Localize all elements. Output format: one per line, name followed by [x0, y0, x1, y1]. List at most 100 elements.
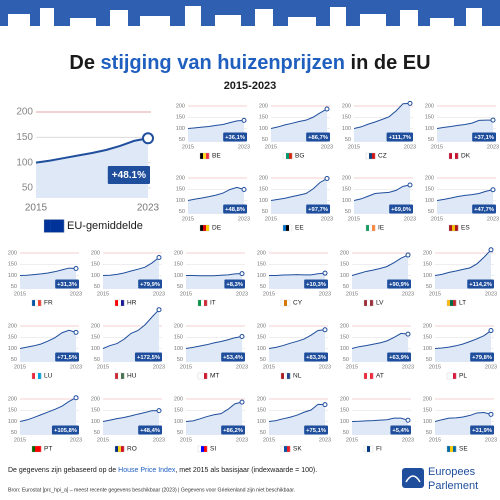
annotation-box	[223, 204, 247, 214]
flag-stripe	[364, 373, 368, 379]
annotation: +71,5%	[57, 355, 77, 361]
y-tick-label: 150	[342, 187, 351, 193]
line	[187, 186, 245, 201]
end-point	[156, 307, 162, 313]
y-tick-label: 50	[179, 209, 185, 215]
skyline	[0, 6, 500, 40]
y-tick-label: 50	[177, 284, 183, 290]
flag-stripe	[44, 219, 51, 233]
flag-border	[446, 299, 457, 307]
y-tick-label: 150	[176, 187, 185, 193]
annotation: +47,7%	[474, 207, 494, 213]
y-tick-label: 100	[174, 273, 183, 279]
y-tick-label: 150	[176, 115, 185, 121]
y-tick-label: 150	[257, 335, 266, 341]
y-tick-label: 200	[257, 250, 266, 256]
end-point	[241, 187, 247, 193]
y-tick-label: 200	[91, 250, 100, 256]
y-tick-label: 100	[342, 198, 351, 204]
logo-text: Europees	[428, 466, 476, 478]
legend-label: PL	[459, 373, 467, 380]
annotation-box	[470, 352, 494, 362]
annotation-box	[386, 132, 413, 142]
flag-border	[114, 299, 125, 307]
y-tick-label: 150	[423, 408, 432, 414]
y-tick-label: 200	[16, 107, 33, 118]
logo-icon	[402, 468, 424, 488]
flag-stripe	[447, 446, 451, 452]
annotation-box	[107, 166, 150, 184]
y-tick-label: 50	[260, 430, 266, 436]
flag-stripe	[50, 219, 58, 233]
y-tick-label: 150	[340, 262, 349, 268]
flag-stripe	[286, 153, 290, 159]
flag-stripe	[453, 446, 457, 452]
flag-stripe	[201, 373, 205, 379]
flag-stripe	[35, 373, 39, 379]
line	[353, 102, 411, 129]
y-tick-label: 200	[176, 175, 185, 181]
y-tick-label: 150	[8, 335, 17, 341]
flag-border	[43, 219, 65, 233]
annotation: +10,3%	[306, 282, 326, 288]
annotation-box	[55, 279, 79, 289]
annotation-box	[138, 425, 162, 435]
y-tick-label: 200	[174, 396, 183, 402]
y-tick-label: 150	[425, 115, 434, 121]
flag-stripe	[284, 300, 288, 306]
annotation: +5,4%	[392, 428, 409, 434]
flag-border	[282, 152, 293, 160]
annotation: +114,2%	[469, 282, 492, 288]
x-tick-label: 2023	[485, 437, 497, 443]
flag-stripe	[203, 225, 207, 231]
x-tick-label: 2023	[70, 437, 82, 443]
flag-stripe	[206, 225, 210, 231]
flag-stripe	[38, 300, 42, 306]
annotation-box	[304, 352, 328, 362]
line	[351, 332, 409, 349]
end-point	[322, 327, 328, 333]
annotation-box	[467, 279, 494, 289]
footer-text: , met 2015 als basisjaar (indexwaarde = …	[175, 467, 317, 474]
footer-source: Bron: Eurostat [prc_hpi_a] – meest recen…	[8, 487, 295, 493]
flag-stripe	[450, 446, 454, 452]
flag-stripe	[449, 153, 453, 159]
y-tick-label: 100	[423, 346, 432, 352]
flag-stripe	[118, 373, 122, 379]
flag-stripe	[281, 300, 285, 306]
legend-label: MT	[210, 373, 219, 380]
end-point	[405, 417, 411, 423]
line	[185, 335, 243, 349]
y-tick-label: 50	[428, 209, 434, 215]
annotation: +37,1%	[474, 135, 494, 141]
flag-stripe	[287, 446, 291, 452]
y-tick-label: 150	[174, 335, 183, 341]
flag-stripe	[367, 446, 371, 452]
legend-label: SE	[459, 446, 468, 453]
y-tick-label: 100	[8, 419, 17, 425]
x-tick-label: 2015	[263, 364, 275, 370]
end-point	[407, 182, 413, 188]
flag-border	[363, 372, 374, 380]
x-tick-label: 2015	[265, 144, 277, 150]
annotation: +69,0%	[391, 207, 411, 213]
x-tick-label: 2023	[404, 144, 416, 150]
x-tick-label: 2015	[97, 437, 109, 443]
line	[434, 411, 492, 422]
x-tick-label: 2015	[431, 144, 443, 150]
y-tick-label: 50	[260, 284, 266, 290]
annotation: +48,4%	[140, 428, 160, 434]
flag-border	[280, 372, 291, 380]
y-tick-label: 150	[8, 262, 17, 268]
subtitle: 2015-2023	[224, 80, 277, 92]
x-tick-label: 2023	[238, 144, 250, 150]
end-point	[239, 399, 245, 405]
y-tick-label: 150	[91, 408, 100, 414]
flag-stripe	[201, 446, 205, 452]
flag-stripe	[32, 300, 36, 306]
flag-stripe	[455, 153, 459, 159]
flag-stripe	[447, 373, 451, 379]
annotation: +97,7%	[308, 207, 328, 213]
annotation-box	[304, 425, 328, 435]
